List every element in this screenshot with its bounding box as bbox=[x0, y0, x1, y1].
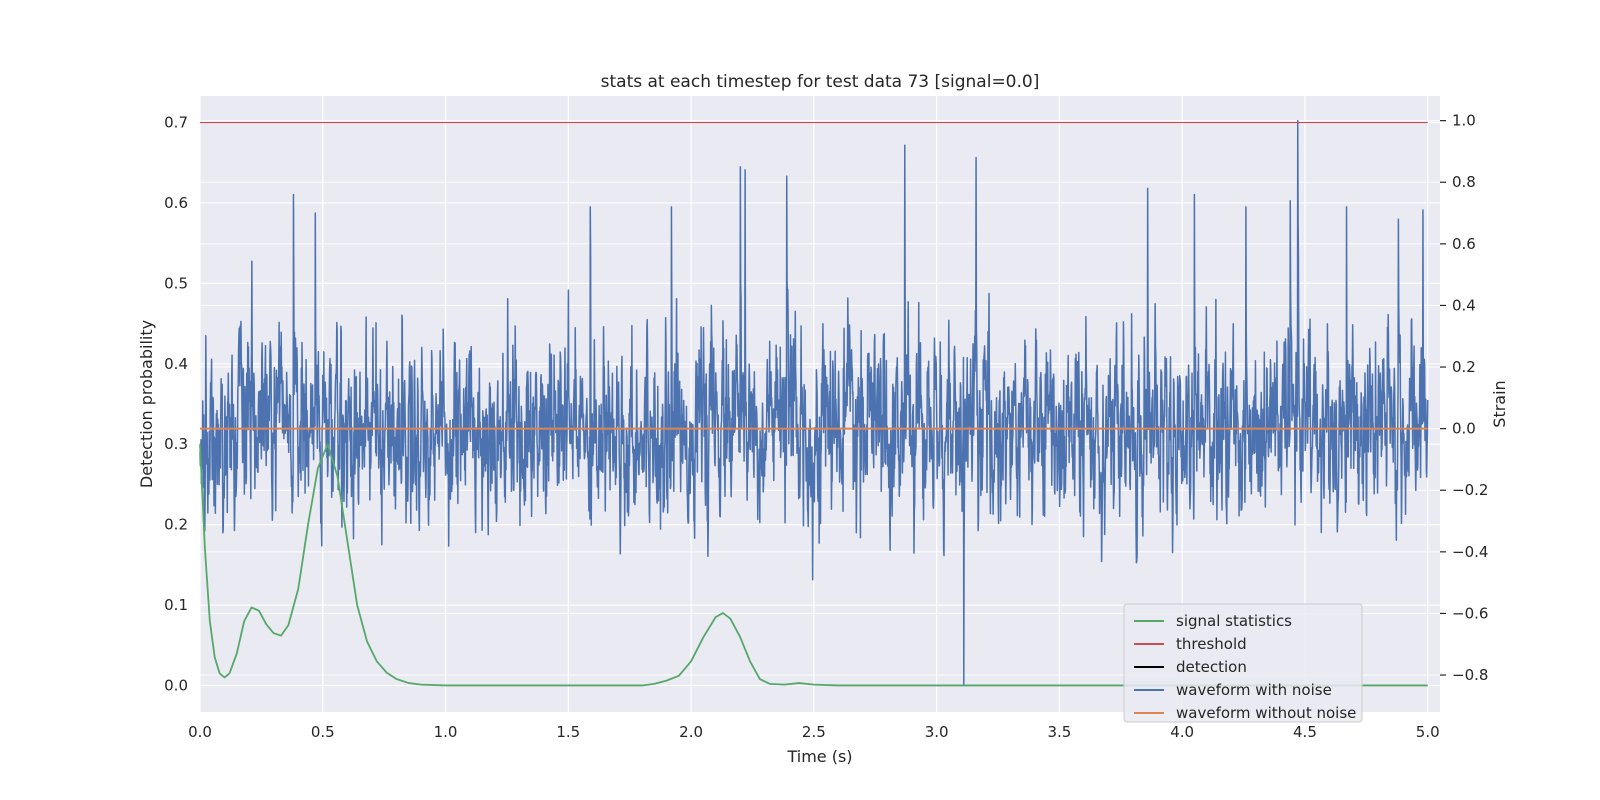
y-tick-label-right: 0.2 bbox=[1452, 358, 1476, 376]
y-tick-label-right: 0.0 bbox=[1452, 420, 1476, 438]
y-tick-label-right: −0.4 bbox=[1452, 543, 1488, 561]
y-tick-label-left: 0.2 bbox=[164, 516, 188, 534]
legend-entry: detection bbox=[1176, 658, 1247, 676]
x-tick-label: 0.5 bbox=[311, 723, 335, 741]
y-tick-label-right: −0.2 bbox=[1452, 481, 1488, 499]
chart-title: stats at each timestep for test data 73 … bbox=[601, 72, 1040, 92]
y-tick-label-right: 0.4 bbox=[1452, 296, 1476, 314]
x-tick-label: 4.0 bbox=[1170, 723, 1194, 741]
legend-entry: threshold bbox=[1176, 635, 1247, 653]
y-tick-label-left: 0.0 bbox=[164, 676, 188, 694]
y-tick-label-right: −0.8 bbox=[1452, 666, 1488, 684]
y-tick-label-left: 0.7 bbox=[164, 114, 188, 132]
x-tick-label: 4.5 bbox=[1293, 723, 1317, 741]
x-tick-label: 3.0 bbox=[925, 723, 949, 741]
y-tick-label-right: −0.6 bbox=[1452, 604, 1488, 622]
legend: signal statistics threshold detection wavef… bbox=[1123, 603, 1363, 723]
series-layer bbox=[199, 119, 1429, 687]
x-tick-label: 3.5 bbox=[1047, 723, 1071, 741]
y-tick-label-left: 0.1 bbox=[164, 596, 188, 614]
ticks: 0.0 0.5 1.0 1.5 2.0 2.5 3.0 3.5 4.0 4.5 5.0 0.0 0.1 0… bbox=[164, 112, 1488, 741]
y-tick-label-right: 1.0 bbox=[1452, 112, 1476, 130]
x-tick-label: 2.5 bbox=[802, 723, 826, 741]
legend-entry: waveform with noise bbox=[1176, 681, 1332, 699]
y-tick-label-right: 0.6 bbox=[1452, 235, 1476, 253]
legend-entry: signal statistics bbox=[1176, 612, 1292, 630]
x-tick-label: 1.5 bbox=[556, 723, 580, 741]
y-tick-label-left: 0.4 bbox=[164, 355, 188, 373]
x-tick-label: 5.0 bbox=[1416, 723, 1440, 741]
x-tick-label: 2.0 bbox=[679, 723, 703, 741]
y-tick-label-left: 0.5 bbox=[164, 274, 188, 292]
x-tick-label: 0.0 bbox=[188, 723, 212, 741]
y-axis-label-right: Strain bbox=[1490, 380, 1509, 427]
y-axis-label-left: Detection probability bbox=[137, 320, 156, 488]
x-axis-label: Time (s) bbox=[786, 747, 852, 766]
legend-entry: waveform without noise bbox=[1176, 704, 1356, 722]
series-waveform-with-noise bbox=[199, 119, 1429, 686]
x-tick-label: 1.0 bbox=[434, 723, 458, 741]
series-signal-statistics bbox=[199, 443, 1428, 687]
y-tick-label-right: 0.8 bbox=[1452, 173, 1476, 191]
y-tick-label-left: 0.3 bbox=[164, 435, 188, 453]
y-tick-label-left: 0.6 bbox=[164, 194, 188, 212]
legend-box bbox=[1123, 603, 1363, 723]
